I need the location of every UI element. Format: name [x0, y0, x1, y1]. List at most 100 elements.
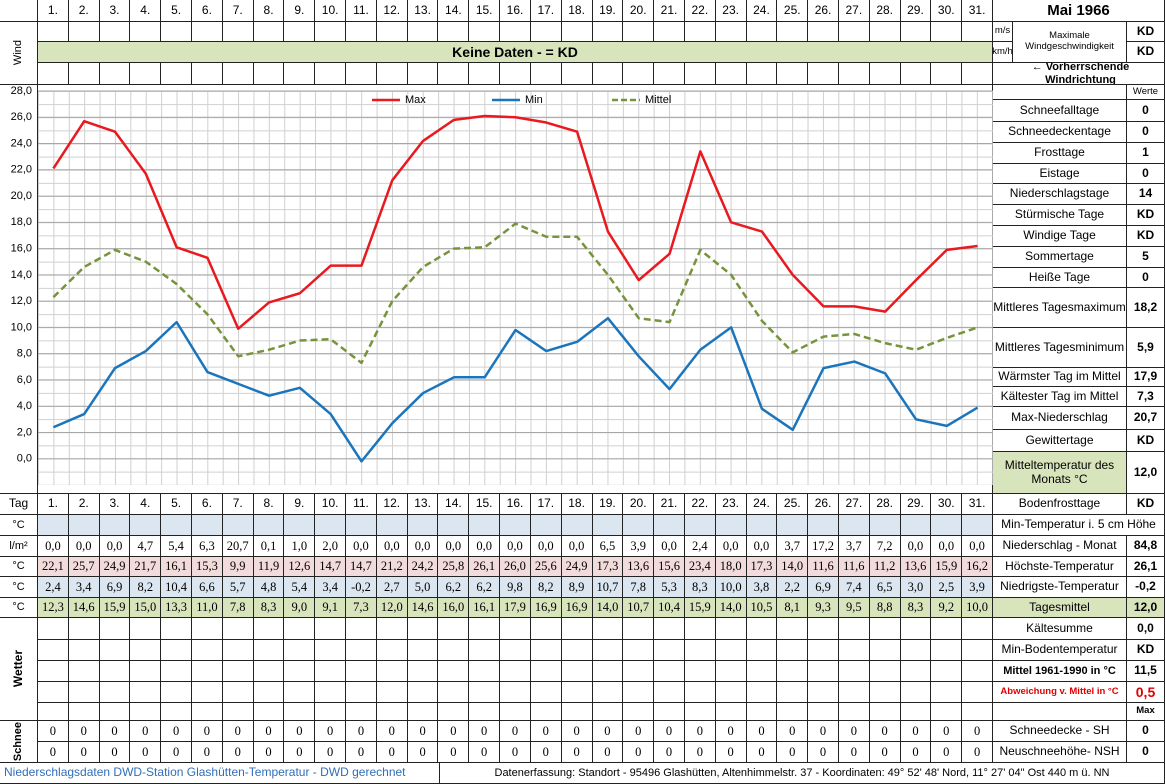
x-tick-label: 12.	[383, 496, 401, 511]
cell	[746, 682, 778, 703]
table-value: 17,9	[504, 600, 526, 615]
snow-value: 0	[850, 723, 857, 738]
day-label-cell: 11.	[346, 0, 377, 22]
cell	[161, 515, 193, 536]
cell	[900, 640, 932, 661]
summary-label-cell: Min-Bodentemperatur	[993, 640, 1127, 661]
snow-value: 0	[850, 744, 857, 759]
summary-label: Niederschlag - Monat	[1002, 538, 1117, 553]
cell	[222, 618, 254, 640]
cell	[253, 22, 285, 42]
x-tick-label: 20.	[629, 496, 647, 511]
snow-value: 0	[819, 723, 827, 738]
day-label-cell: 17.	[530, 0, 562, 22]
stat-value-cell: 20,7	[1127, 407, 1165, 430]
wind-value: KD	[1136, 44, 1155, 59]
day-label-cell: 20.	[623, 0, 655, 22]
cell	[500, 63, 531, 85]
table-value-cell: 0,0	[346, 536, 377, 557]
cell	[407, 682, 439, 703]
table-value: 5,4	[168, 538, 184, 553]
table-value-cell: 2,0	[315, 536, 347, 557]
wind-value: KD	[1136, 23, 1155, 38]
table-value-cell: 9,2	[931, 598, 963, 618]
table-value: 23,4	[688, 559, 711, 574]
table-value-cell: 14,7	[315, 557, 347, 577]
snow-value-cell: 0	[253, 742, 285, 763]
cell	[407, 63, 439, 85]
cell	[38, 640, 69, 661]
day-label: 3.	[109, 2, 120, 17]
table-value-cell: 5,4	[161, 536, 193, 557]
snow-value-cell: 0	[962, 742, 993, 763]
stat-value-cell: 14	[1127, 184, 1165, 205]
table-value-cell: 8,9	[561, 577, 593, 598]
month-title: Mai 1966	[1047, 1, 1110, 19]
cell	[68, 515, 100, 536]
unit-cell: °C	[0, 515, 38, 536]
cell	[530, 515, 562, 536]
table-value: 8,8	[876, 600, 893, 615]
snow-value: 0	[758, 744, 765, 759]
table-value: 14,7	[350, 559, 372, 574]
cell	[654, 22, 685, 42]
table-value: 11,6	[812, 559, 834, 574]
table-value-cell: 12,3	[38, 598, 69, 618]
footer-location: Datenerfassung: Standort - 95496 Glashüt…	[494, 766, 1110, 779]
cell	[684, 640, 716, 661]
cell	[623, 22, 655, 42]
stat-value-cell: 18,2	[1127, 288, 1165, 328]
cell	[68, 703, 100, 721]
table-value: 14,6	[411, 600, 434, 615]
x-tick-label-cell: 6.	[192, 494, 223, 515]
snow-value: 0	[758, 723, 765, 738]
stat-value: 1	[1142, 145, 1149, 160]
cell	[222, 515, 254, 536]
snow-value-cell: 0	[530, 721, 562, 742]
cell	[438, 640, 470, 661]
stat-value: 14	[1138, 186, 1153, 201]
cell	[623, 703, 655, 721]
day-label-cell: 5.	[161, 0, 193, 22]
day-label: 18.	[568, 2, 585, 17]
table-value: 15,0	[134, 600, 157, 615]
table-value: 17,2	[812, 538, 834, 553]
wind-label-cell: Wind	[0, 22, 38, 85]
table-value-cell: 3,8	[746, 577, 778, 598]
summary-value: 0,5	[1135, 683, 1156, 700]
cell	[68, 63, 100, 85]
table-value: 0,0	[969, 538, 985, 553]
snow-value: 0	[481, 723, 488, 738]
snow-value-cell: 0	[869, 742, 901, 763]
snow-value: 0	[327, 723, 334, 738]
table-value-cell: 3,9	[962, 577, 993, 598]
table-value-cell: 10,4	[161, 577, 193, 598]
table-value-cell: 5,4	[284, 577, 316, 598]
table-value: 9,1	[322, 600, 338, 615]
table-value-cell: 0,0	[376, 536, 408, 557]
table-value: 9,9	[229, 559, 246, 574]
stat-value-cell: KD	[1127, 205, 1165, 226]
x-tick-label: 26.	[814, 496, 832, 511]
table-value: 6,9	[815, 579, 831, 594]
cell	[407, 661, 439, 682]
day-label: 12.	[383, 2, 401, 17]
table-value: 3,8	[753, 579, 770, 594]
table-value-cell: 2,4	[38, 577, 69, 598]
table-value: 5,4	[291, 579, 308, 594]
snow-value-cell: 0	[808, 742, 839, 763]
day-label: 26.	[814, 2, 832, 17]
unit: °C	[12, 518, 25, 531]
snow-value-cell: 0	[500, 742, 531, 763]
snow-value: 0	[912, 723, 919, 738]
snow-value: 0	[111, 744, 118, 759]
stat-label-cell: Schneefalltage	[993, 100, 1127, 122]
table-value: 0,1	[260, 538, 277, 553]
cell	[561, 661, 593, 682]
x-tick-label: 25.	[783, 496, 801, 511]
snow-value: 0	[265, 723, 272, 738]
snow-value-cell: 0	[222, 742, 254, 763]
stat-label: Max-Niederschlag	[1011, 410, 1108, 425]
cell	[900, 618, 932, 640]
snow-value-cell: 0	[38, 742, 69, 763]
